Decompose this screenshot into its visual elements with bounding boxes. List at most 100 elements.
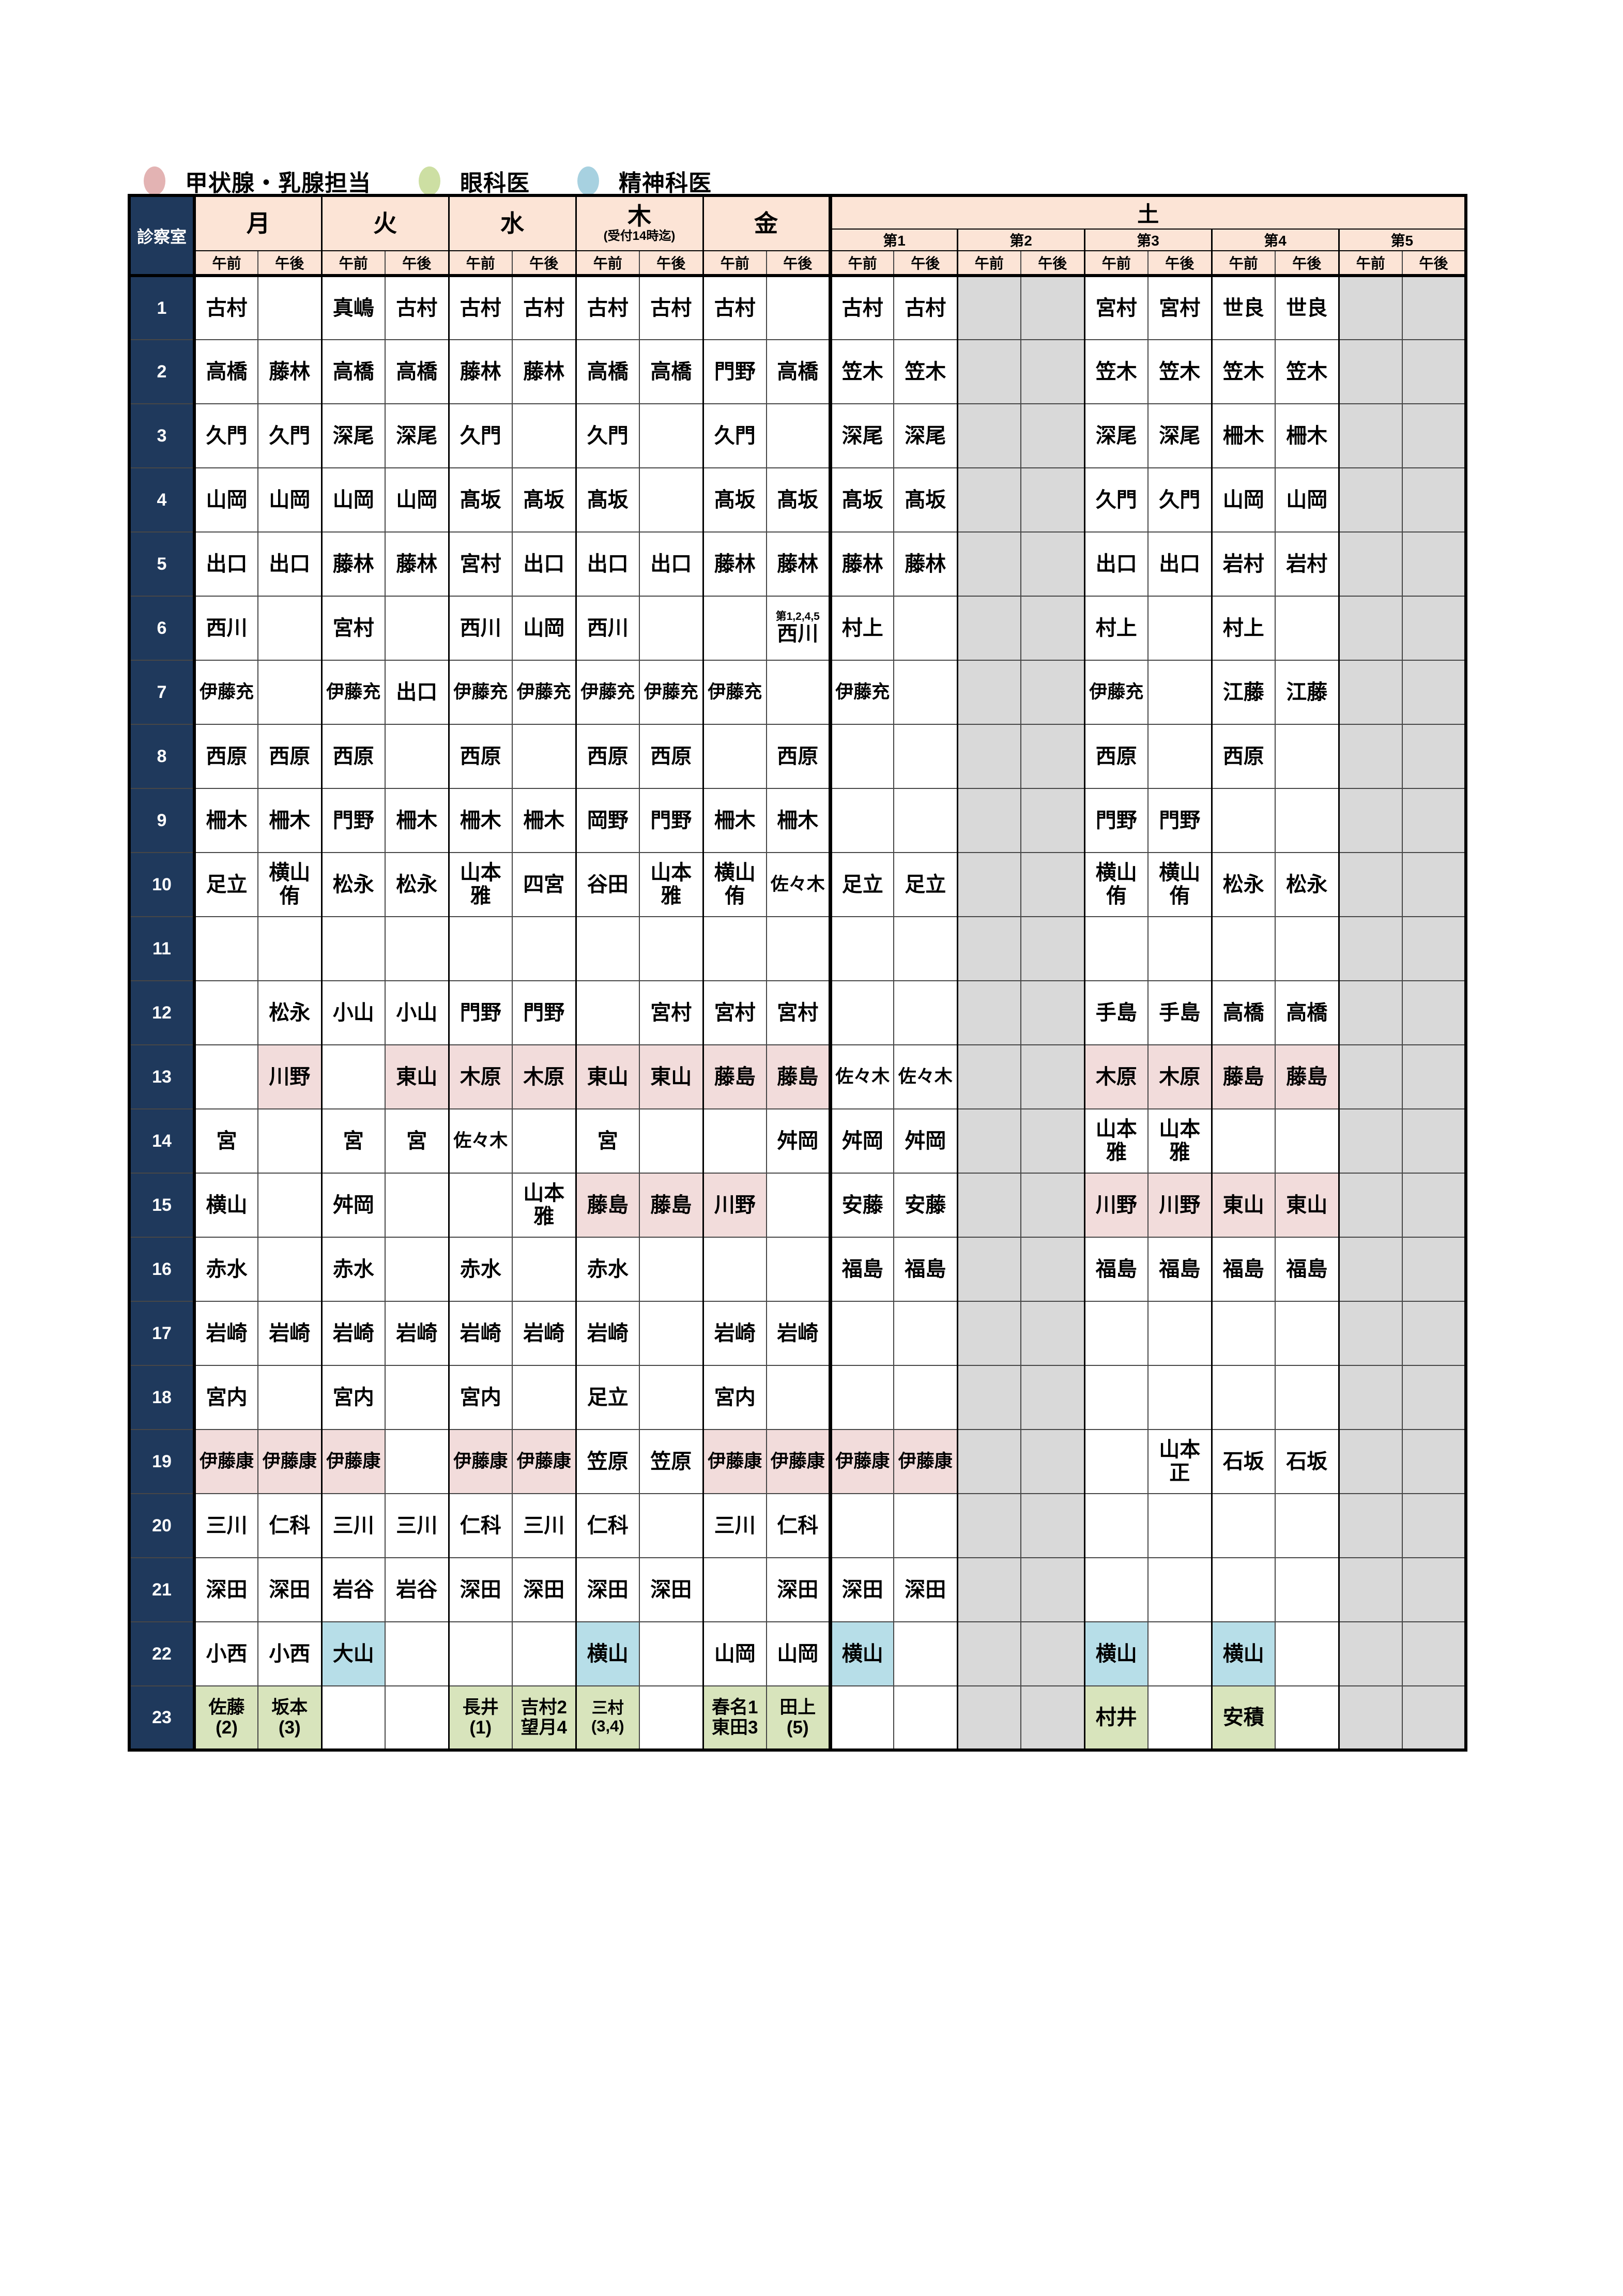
schedule-cell-21-wed-am: 深田	[448, 1557, 512, 1622]
schedule-cell-17-sat4-am	[1211, 1301, 1275, 1365]
schedule-cell-17-thu-pm	[639, 1301, 703, 1365]
schedule-cell-9-sat3-pm: 門野	[1147, 788, 1212, 853]
schedule-cell-3-sat3-pm: 深尾	[1147, 403, 1212, 468]
schedule-cell-15-sat2-pm	[1020, 1173, 1084, 1237]
schedule-cell-16-mon-am: 赤水	[193, 1237, 258, 1301]
schedule-cell-5-sat4-am: 岩村	[1211, 531, 1275, 596]
schedule-cell-18-wed-pm	[512, 1365, 576, 1430]
schedule-cell-14-thu-am: 宮	[575, 1108, 639, 1173]
schedule-cell-14-mon-pm	[257, 1108, 321, 1173]
schedule-cell-15-sat4-pm: 東山	[1275, 1173, 1339, 1237]
schedule-cell-2-fri-pm: 高橋	[766, 339, 830, 404]
schedule-cell-7-sat4-am: 江藤	[1211, 660, 1275, 724]
schedule-cell-9-sat5-am	[1338, 788, 1402, 853]
schedule-cell-12-wed-am: 門野	[448, 980, 512, 1045]
schedule-cell-20-thu-pm	[639, 1493, 703, 1558]
schedule-cell-8-fri-pm: 西原	[766, 724, 830, 788]
schedule-cell-1-wed-pm: 古村	[512, 275, 576, 340]
schedule-cell-16-fri-am	[702, 1237, 767, 1301]
schedule-cell-17-sat5-pm	[1402, 1301, 1466, 1365]
schedule-cell-20-wed-am: 仁科	[448, 1493, 512, 1558]
pm-header: 午後	[1147, 251, 1212, 277]
schedule-cell-9-tue-pm: 柵木	[385, 788, 449, 853]
schedule-cell-14-mon-am: 宮	[193, 1108, 258, 1173]
schedule-cell-12-thu-am	[575, 980, 639, 1045]
schedule-cell-20-mon-pm: 仁科	[257, 1493, 321, 1558]
schedule-cell-23-sat2-pm	[1020, 1685, 1084, 1750]
sat-week-header-5: 第5	[1338, 229, 1466, 251]
schedule-cell-8-mon-pm: 西原	[257, 724, 321, 788]
schedule-cell-21-fri-pm: 深田	[766, 1557, 830, 1622]
schedule-cell-12-fri-pm: 宮村	[766, 980, 830, 1045]
schedule-cell-6-sat2-pm	[1020, 596, 1084, 660]
schedule-cell-16-sat5-am	[1338, 1237, 1402, 1301]
pm-header: 午後	[257, 251, 321, 277]
schedule-cell-7-sat5-am	[1338, 660, 1402, 724]
schedule-cell-2-wed-am: 藤林	[448, 339, 512, 404]
schedule-cell-10-fri-am: 横山 侑	[702, 852, 767, 917]
schedule-cell-19-sat4-pm: 石坂	[1275, 1429, 1339, 1494]
schedule-cell-11-sat2-pm	[1020, 916, 1084, 981]
sat-week-header-4: 第4	[1211, 229, 1339, 251]
schedule-cell-19-sat3-am	[1083, 1429, 1148, 1494]
schedule-cell-19-sat5-am	[1338, 1429, 1402, 1494]
schedule-cell-23-thu-am: 三村 (3,4)	[575, 1685, 639, 1750]
schedule-cell-7-sat1-pm	[893, 660, 957, 724]
schedule-cell-6-sat5-pm	[1402, 596, 1466, 660]
schedule-cell-8-sat5-am	[1338, 724, 1402, 788]
schedule-cell-1-thu-am: 古村	[575, 275, 639, 340]
schedule-cell-6-sat1-pm	[893, 596, 957, 660]
schedule-cell-2-thu-am: 高橋	[575, 339, 639, 404]
room-column-header: 診察室	[129, 195, 196, 277]
schedule-cell-15-sat5-am	[1338, 1173, 1402, 1237]
am-header: 午前	[1211, 251, 1275, 277]
schedule-cell-22-thu-am: 横山	[575, 1621, 639, 1686]
schedule-cell-8-wed-pm	[512, 724, 576, 788]
schedule-cell-4-sat3-am: 久門	[1083, 467, 1148, 532]
day-header-tue: 火	[320, 195, 449, 251]
schedule-cell-18-wed-am: 宮内	[448, 1365, 512, 1430]
schedule-cell-21-sat1-pm: 深田	[893, 1557, 957, 1622]
schedule-cell-8-sat2-am	[956, 724, 1021, 788]
schedule-cell-17-sat1-am	[828, 1301, 894, 1365]
schedule-cell-7-sat2-pm	[1020, 660, 1084, 724]
am-header: 午前	[1338, 251, 1402, 277]
schedule-cell-5-mon-am: 出口	[193, 531, 258, 596]
schedule-cell-12-mon-am	[193, 980, 258, 1045]
schedule-cell-11-sat4-pm	[1275, 916, 1339, 981]
schedule-cell-14-sat3-am: 山本 雅	[1083, 1108, 1148, 1173]
schedule-cell-22-fri-am: 山岡	[702, 1621, 767, 1686]
legend-label: 精神科医	[619, 171, 712, 196]
pm-header: 午後	[893, 251, 957, 277]
schedule-cell-19-sat4-am: 石坂	[1211, 1429, 1275, 1494]
schedule-cell-15-thu-pm: 藤島	[639, 1173, 703, 1237]
schedule-cell-21-sat4-am	[1211, 1557, 1275, 1622]
schedule-cell-16-sat3-am: 福島	[1083, 1237, 1148, 1301]
schedule-cell-17-wed-am: 岩崎	[448, 1301, 512, 1365]
schedule-cell-9-sat2-am	[956, 788, 1021, 853]
schedule-cell-16-sat3-pm: 福島	[1147, 1237, 1212, 1301]
legend-item-ophthalmologist: 眼科医	[419, 164, 530, 197]
schedule-cell-4-thu-pm	[639, 467, 703, 532]
schedule-row: 17 岩崎 岩崎 岩崎 岩崎 岩崎 岩崎 岩崎 岩崎 岩崎	[129, 1301, 1466, 1365]
schedule-cell-12-sat1-pm	[893, 980, 957, 1045]
schedule-cell-12-sat3-pm: 手島	[1147, 980, 1212, 1045]
schedule-cell-12-mon-pm: 松永	[257, 980, 321, 1045]
schedule-cell-17-sat1-pm	[893, 1301, 957, 1365]
schedule-cell-22-sat2-pm	[1020, 1621, 1084, 1686]
schedule-cell-20-sat1-pm	[893, 1493, 957, 1558]
schedule-cell-16-thu-am: 赤水	[575, 1237, 639, 1301]
schedule-cell-4-sat2-am	[956, 467, 1021, 532]
schedule-cell-14-sat4-am	[1211, 1108, 1275, 1173]
room-number: 4	[129, 467, 196, 532]
schedule-cell-4-sat4-am: 山岡	[1211, 467, 1275, 532]
room-number: 12	[129, 980, 196, 1045]
schedule-cell-3-sat5-am	[1338, 403, 1402, 468]
schedule-cell-6-sat3-am: 村上	[1083, 596, 1148, 660]
schedule-cell-13-mon-am	[193, 1044, 258, 1109]
schedule-cell-23-wed-pm: 吉村2 望月4	[512, 1685, 576, 1750]
schedule-cell-8-thu-am: 西原	[575, 724, 639, 788]
schedule-cell-5-tue-am: 藤林	[320, 531, 385, 596]
schedule-cell-22-tue-pm	[385, 1621, 449, 1686]
pm-header: 午後	[639, 251, 703, 277]
